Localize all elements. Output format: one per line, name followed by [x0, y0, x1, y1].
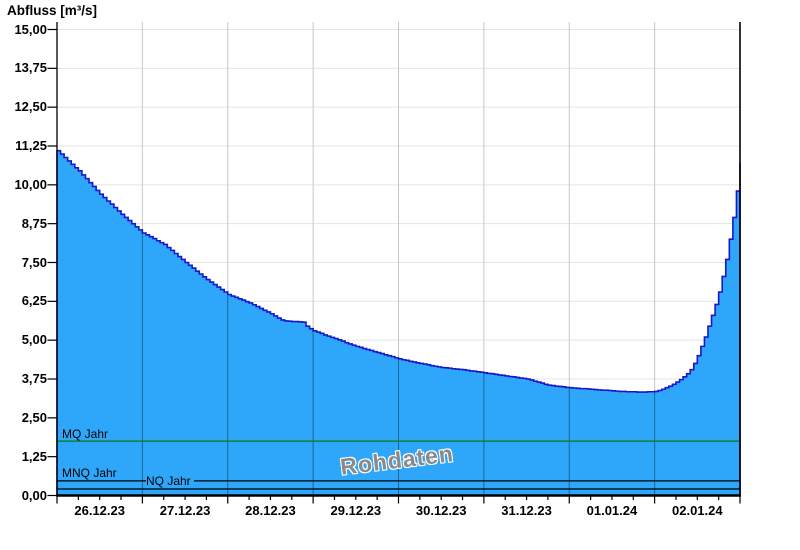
reference-line-label: NQ Jahr — [146, 475, 194, 489]
reference-line-label: MNQ Jahr — [62, 466, 117, 481]
y-tick-label: 11,25 — [15, 138, 47, 153]
y-tick-label: 12,50 — [14, 99, 47, 115]
y-tick-label: 8,75 — [21, 215, 47, 231]
x-tick-label: 30.12.23 — [415, 503, 467, 518]
y-tick-label: 0,00 — [21, 487, 47, 503]
y-tick-label: 2,50 — [21, 409, 47, 425]
y-tick-label: 7,50 — [21, 254, 47, 270]
x-tick-label: 26.12.23 — [74, 503, 125, 518]
x-tick-label: 01.01.24 — [586, 503, 638, 518]
y-tick-label: 6,25 — [21, 293, 47, 309]
x-tick-label: 31.12.23 — [501, 503, 552, 518]
y-tick-label: 5,00 — [21, 332, 47, 348]
y-tick-label: 3,75 — [21, 371, 47, 386]
x-tick-label: 29.12.23 — [330, 503, 382, 518]
chart-title: Abfluss [m³/s] — [7, 3, 98, 18]
y-tick-label: 1,25 — [21, 448, 47, 464]
x-tick-label: 27.12.23 — [159, 503, 211, 518]
y-tick-label: 13,75 — [14, 60, 47, 76]
reference-line-label: MQ Jahr — [62, 426, 109, 441]
y-tick-label: 15,00 — [14, 21, 47, 37]
x-tick-label: 28.12.23 — [245, 503, 296, 518]
x-tick-label: 02.01.24 — [672, 503, 723, 518]
y-tick-label: 10,00 — [14, 176, 47, 192]
